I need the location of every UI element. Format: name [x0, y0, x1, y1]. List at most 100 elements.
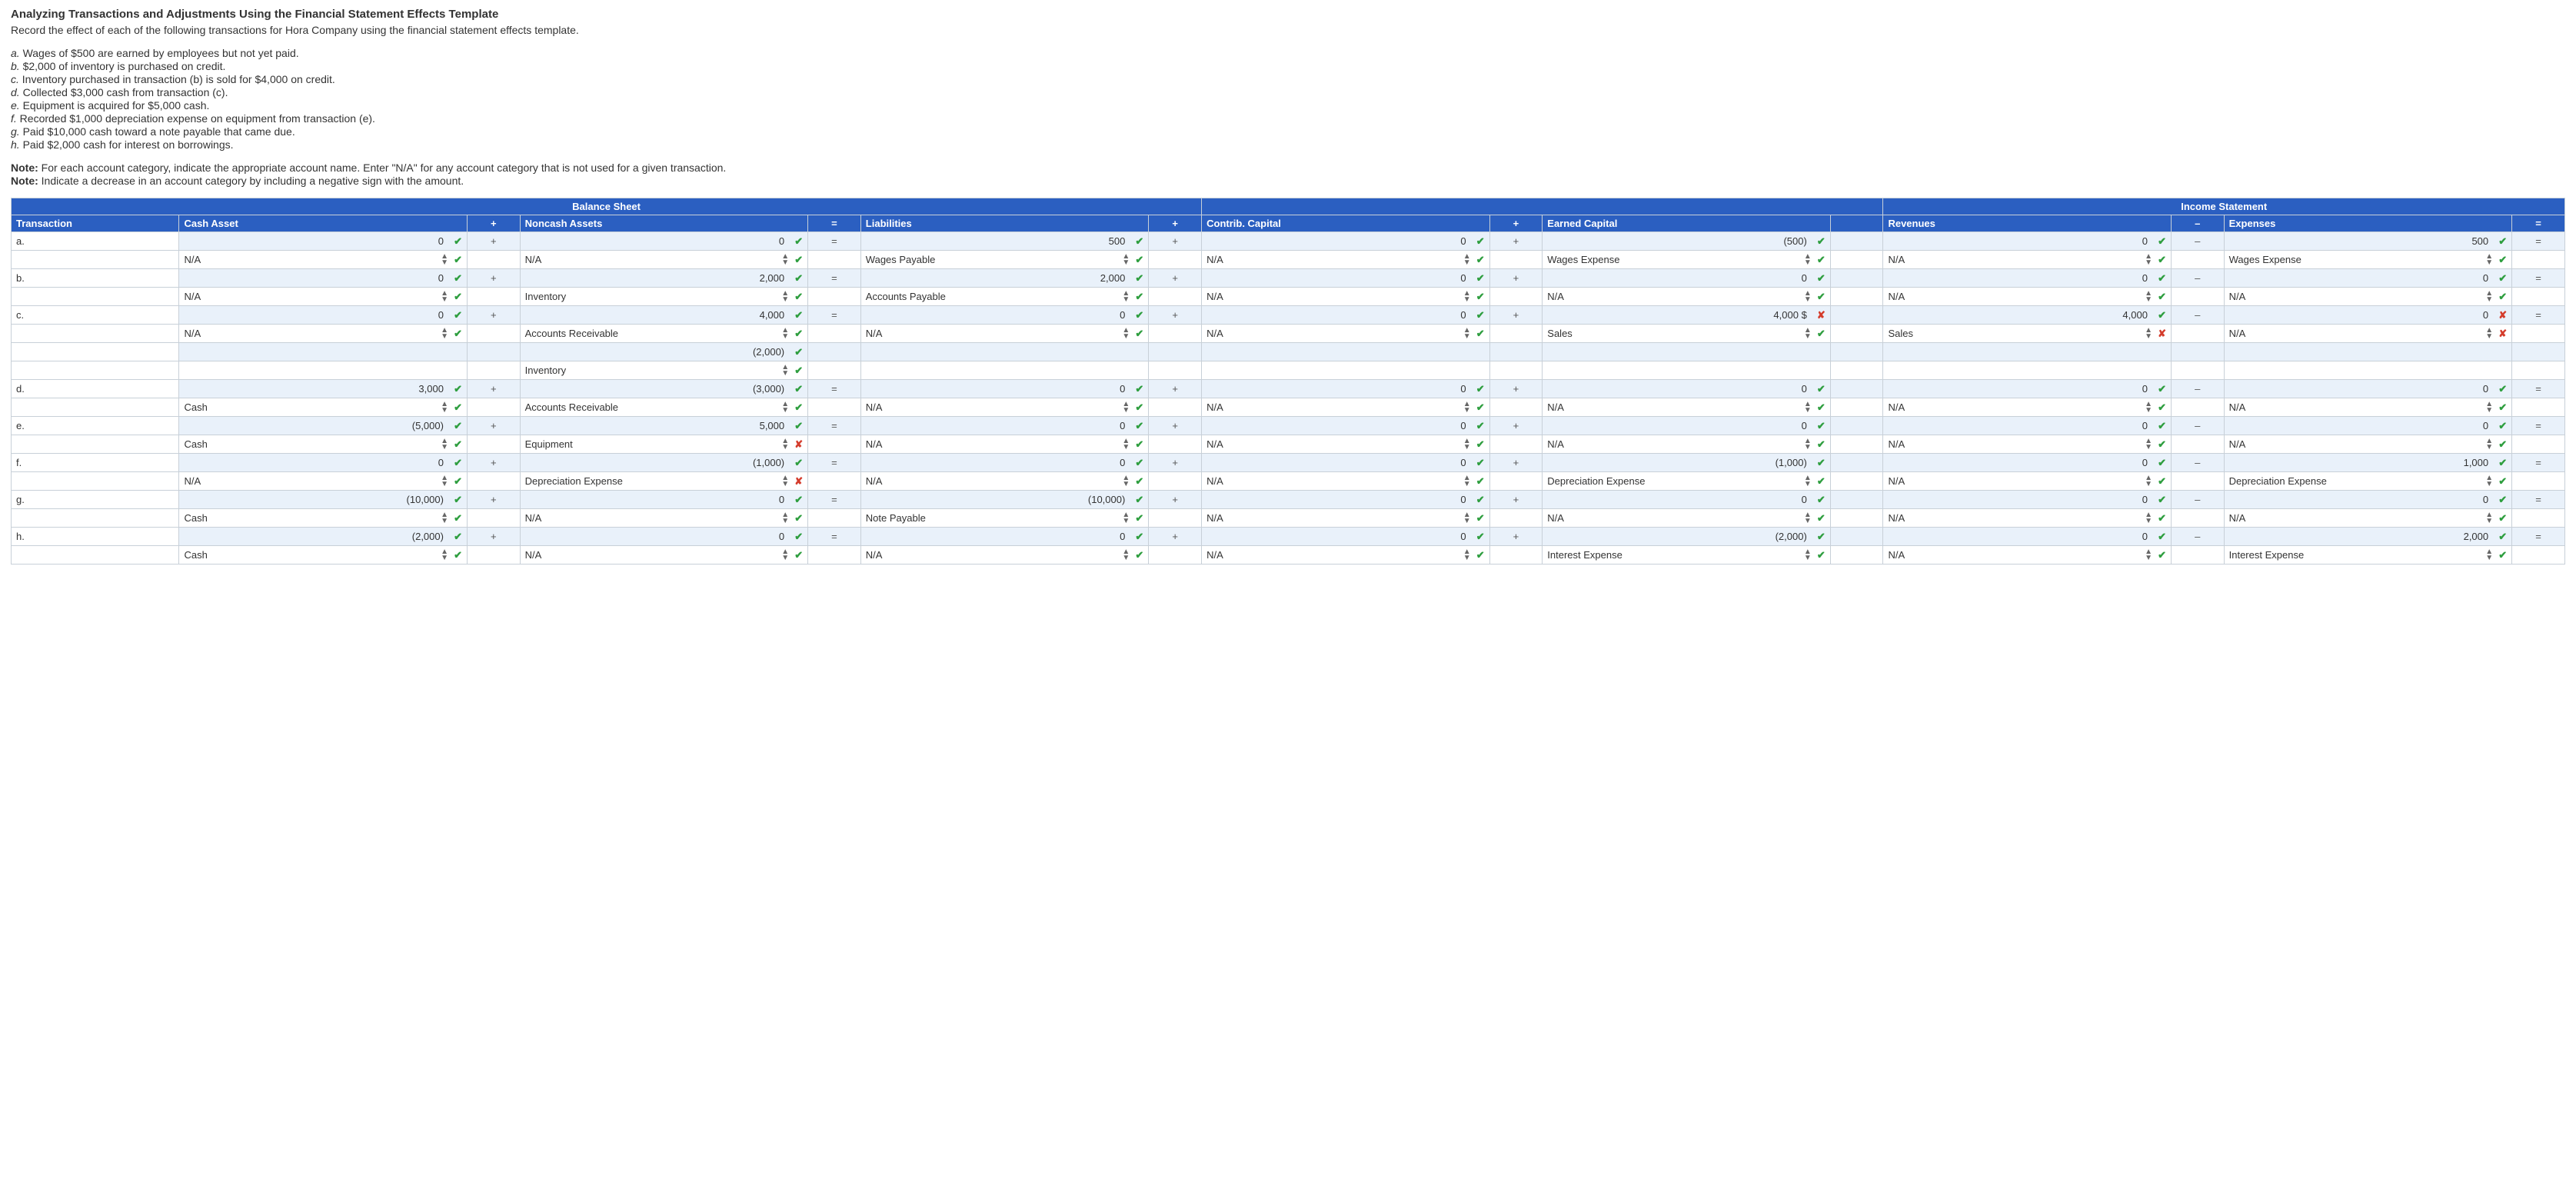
name-cell-earned[interactable]: Interest Expense▲▼✔	[1543, 546, 1831, 565]
name-cell[interactable]	[860, 361, 1149, 380]
value-cell-exp[interactable]: 0✘	[2224, 306, 2512, 325]
name-cell[interactable]	[179, 361, 468, 380]
value-cell-noncash[interactable]: (2,000)✔	[520, 343, 808, 361]
name-cell-earned[interactable]: N/A▲▼✔	[1543, 435, 1831, 454]
name-cell-contrib[interactable]: N/A▲▼✔	[1202, 398, 1490, 417]
value-cell-earned[interactable]: (2,000)✔	[1543, 528, 1831, 546]
name-cell-liab[interactable]: N/A▲▼✔	[860, 398, 1149, 417]
name-cell-noncash[interactable]: Depreciation Expense▲▼✘	[520, 472, 808, 491]
value-cell-liab[interactable]: 2,000✔	[860, 269, 1149, 288]
name-cell-rev[interactable]: ✘N/A▲▼✔	[1883, 472, 2172, 491]
value-cell-cash[interactable]: 0✔	[179, 454, 468, 472]
name-cell-liab[interactable]: N/A▲▼✔	[860, 546, 1149, 565]
name-cell-noncash[interactable]: Accounts Receivable▲▼✔	[520, 398, 808, 417]
name-cell-exp[interactable]: Depreciation Expense▲▼✔	[2224, 472, 2512, 491]
value-cell-earned[interactable]: 0✔	[1543, 417, 1831, 435]
value-cell-noncash[interactable]: 0✔	[520, 232, 808, 251]
value-cell-liab[interactable]: 500✔	[860, 232, 1149, 251]
value-cell-cash[interactable]: 0✔	[179, 232, 468, 251]
name-cell-contrib[interactable]: N/A▲▼✔	[1202, 546, 1490, 565]
name-cell-cash[interactable]: Cash▲▼✔	[179, 546, 468, 565]
value-cell-liab[interactable]: 0✔	[860, 306, 1149, 325]
name-cell[interactable]	[1202, 361, 1490, 380]
value-cell-contrib[interactable]: 0✔	[1202, 232, 1490, 251]
name-cell-liab[interactable]: Accounts Payable▲▼✔	[860, 288, 1149, 306]
name-cell-noncash[interactable]: N/A▲▼✔	[520, 546, 808, 565]
name-cell-cash[interactable]: Cash▲▼✔	[179, 509, 468, 528]
name-cell-liab[interactable]: Note Payable▲▼✔	[860, 509, 1149, 528]
name-cell-rev[interactable]: ✘Sales▲▼✘	[1883, 325, 2172, 343]
value-cell-noncash[interactable]: (3,000)✔	[520, 380, 808, 398]
value-cell-liab[interactable]: 0✔	[860, 528, 1149, 546]
value-cell-noncash[interactable]: 2,000✔	[520, 269, 808, 288]
value-cell-rev[interactable]: 4,000✔	[1883, 306, 2172, 325]
value-cell-earned[interactable]: 0✔	[1543, 269, 1831, 288]
value-cell[interactable]	[860, 343, 1149, 361]
name-cell-rev[interactable]: ✘N/A▲▼✔	[1883, 509, 2172, 528]
value-cell-cash[interactable]: 0✔	[179, 306, 468, 325]
name-cell-earned[interactable]: N/A▲▼✔	[1543, 288, 1831, 306]
name-cell-contrib[interactable]: N/A▲▼✔	[1202, 435, 1490, 454]
name-cell-contrib[interactable]: N/A▲▼✔	[1202, 288, 1490, 306]
value-cell-noncash[interactable]: 5,000✔	[520, 417, 808, 435]
name-cell-cash[interactable]: N/A▲▼✔	[179, 472, 468, 491]
value-cell-liab[interactable]: 0✔	[860, 454, 1149, 472]
value-cell-liab[interactable]: 0✔	[860, 417, 1149, 435]
value-cell-cash[interactable]: (2,000)✔	[179, 528, 468, 546]
name-cell-exp[interactable]: Wages Expense▲▼✔	[2224, 251, 2512, 269]
value-cell-contrib[interactable]: 0✔	[1202, 380, 1490, 398]
name-cell-rev[interactable]: ✘N/A▲▼✔	[1883, 435, 2172, 454]
value-cell-contrib[interactable]: 0✔	[1202, 454, 1490, 472]
name-cell-noncash[interactable]: Inventory▲▼✔	[520, 288, 808, 306]
value-cell-cash[interactable]: 0✔	[179, 269, 468, 288]
name-cell-earned[interactable]: Wages Expense▲▼✔	[1543, 251, 1831, 269]
name-cell-liab[interactable]: N/A▲▼✔	[860, 435, 1149, 454]
name-cell-contrib[interactable]: N/A▲▼✔	[1202, 472, 1490, 491]
value-cell-contrib[interactable]: 0✔	[1202, 491, 1490, 509]
value-cell-earned[interactable]: 0✔	[1543, 491, 1831, 509]
name-cell[interactable]	[2224, 361, 2512, 380]
name-cell-noncash[interactable]: Inventory▲▼✔	[520, 361, 808, 380]
name-cell-noncash[interactable]: N/A▲▼✔	[520, 509, 808, 528]
name-cell-liab[interactable]: N/A▲▼✔	[860, 325, 1149, 343]
name-cell-contrib[interactable]: N/A▲▼✔	[1202, 325, 1490, 343]
name-cell-exp[interactable]: N/A▲▼✔	[2224, 509, 2512, 528]
name-cell[interactable]	[1543, 361, 1831, 380]
value-cell-noncash[interactable]: 4,000✔	[520, 306, 808, 325]
value-cell-rev[interactable]: 0✔	[1883, 232, 2172, 251]
value-cell-rev[interactable]: 0✔	[1883, 380, 2172, 398]
value-cell-exp[interactable]: 0✔	[2224, 491, 2512, 509]
name-cell-exp[interactable]: N/A▲▼✔	[2224, 435, 2512, 454]
name-cell-noncash[interactable]: Equipment▲▼✘	[520, 435, 808, 454]
value-cell[interactable]	[2224, 343, 2512, 361]
value-cell-exp[interactable]: 0✔	[2224, 417, 2512, 435]
value-cell-earned[interactable]: (500)✔	[1543, 232, 1831, 251]
value-cell-rev[interactable]: 0✔	[1883, 417, 2172, 435]
name-cell-liab[interactable]: N/A▲▼✔	[860, 472, 1149, 491]
value-cell-cash[interactable]: 3,000✔	[179, 380, 468, 398]
name-cell-noncash[interactable]: Accounts Receivable▲▼✔	[520, 325, 808, 343]
name-cell-exp[interactable]: N/A▲▼✔	[2224, 398, 2512, 417]
value-cell[interactable]	[1202, 343, 1490, 361]
name-cell-exp[interactable]: N/A▲▼✔	[2224, 288, 2512, 306]
value-cell-liab[interactable]: 0✔	[860, 380, 1149, 398]
name-cell-earned[interactable]: Sales▲▼✔	[1543, 325, 1831, 343]
value-cell-exp[interactable]: 2,000✔	[2224, 528, 2512, 546]
value-cell-exp[interactable]: 0✔	[2224, 269, 2512, 288]
value-cell-rev[interactable]: 0✔	[1883, 269, 2172, 288]
value-cell[interactable]	[1543, 343, 1831, 361]
value-cell-cash[interactable]: (5,000)✔	[179, 417, 468, 435]
name-cell-cash[interactable]: Cash▲▼✔	[179, 435, 468, 454]
value-cell-noncash[interactable]: (1,000)✔	[520, 454, 808, 472]
value-cell-exp[interactable]: 500✔	[2224, 232, 2512, 251]
value-cell-rev[interactable]: 0✔	[1883, 454, 2172, 472]
name-cell-rev[interactable]: ✘N/A▲▼✔	[1883, 288, 2172, 306]
name-cell-rev[interactable]: ✘N/A▲▼✔	[1883, 546, 2172, 565]
name-cell[interactable]	[1883, 361, 2172, 380]
value-cell-contrib[interactable]: 0✔	[1202, 417, 1490, 435]
value-cell-exp[interactable]: 0✔	[2224, 380, 2512, 398]
name-cell-exp[interactable]: N/A▲▼✘	[2224, 325, 2512, 343]
value-cell-contrib[interactable]: 0✔	[1202, 306, 1490, 325]
value-cell-exp[interactable]: 1,000✔	[2224, 454, 2512, 472]
name-cell-liab[interactable]: Wages Payable▲▼✔	[860, 251, 1149, 269]
